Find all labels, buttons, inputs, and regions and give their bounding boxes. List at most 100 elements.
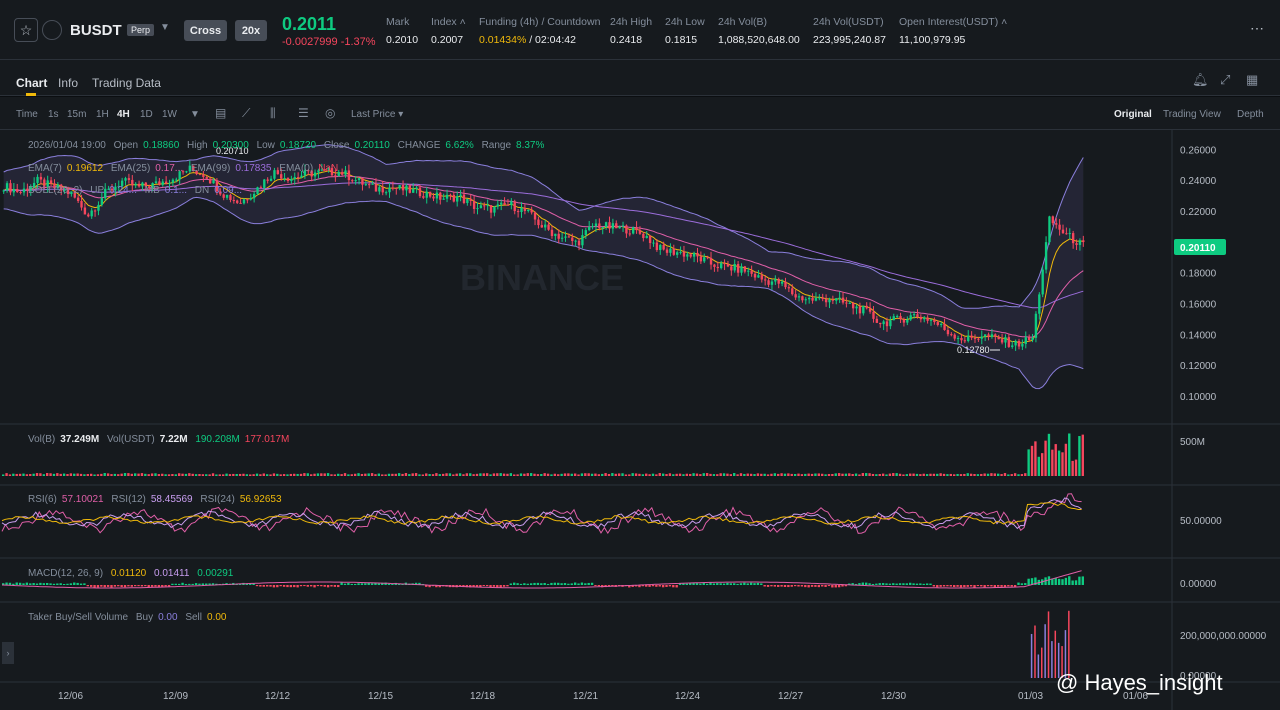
- volume-bar: [553, 473, 557, 476]
- indicator-icon[interactable]: ⟋: [242, 106, 251, 120]
- margin-mode-button[interactable]: Cross: [184, 20, 227, 41]
- volume-bar: [370, 473, 374, 476]
- candle-body: [503, 202, 506, 205]
- ohlc-legend: 2026/01/04 19:00 Open 0.18860 High 0.20300…: [28, 140, 545, 151]
- volume-bar: [682, 474, 685, 476]
- settings-icon[interactable]: ☰: [298, 106, 309, 120]
- stat-index[interactable]: Index ˄ 0.2007: [431, 16, 466, 46]
- time-axis-label: 12/15: [368, 691, 393, 702]
- volume-bar: [455, 473, 458, 476]
- tab-trading-data[interactable]: Trading Data: [92, 76, 161, 90]
- macd-bar: [631, 585, 634, 587]
- candle-body: [804, 299, 807, 301]
- interval-time[interactable]: Time: [16, 109, 38, 120]
- candle-body: [763, 279, 767, 281]
- crosshair-icon[interactable]: ◎: [325, 106, 336, 120]
- view-depth[interactable]: Depth: [1237, 109, 1264, 120]
- volume-bar: [712, 474, 716, 476]
- volume-bar: [353, 473, 357, 476]
- tab-chart[interactable]: Chart: [16, 76, 48, 90]
- stat-open-interest[interactable]: Open Interest(USDT) ˄ 11,100,979.95: [899, 16, 1008, 46]
- volume-bar: [147, 474, 150, 476]
- volume-bar: [726, 473, 729, 476]
- candle-body: [933, 319, 936, 323]
- macd-bar: [709, 582, 712, 585]
- volume-bar: [648, 474, 651, 476]
- symbol-name[interactable]: BUSDT: [70, 22, 122, 39]
- volume-bar: [980, 473, 983, 476]
- layout-grid-icon[interactable]: ▦: [1246, 72, 1259, 87]
- chart-area[interactable]: BINANCE 0.260000.240000.220000.200000.18…: [0, 130, 1280, 710]
- expand-panel-arrow-icon[interactable]: ›: [2, 642, 14, 664]
- macd-bar: [746, 583, 749, 585]
- macd-bar: [854, 583, 858, 585]
- volume-bar: [482, 473, 485, 476]
- candle-body: [195, 170, 198, 175]
- fullscreen-icon[interactable]: ⤢: [1220, 72, 1231, 87]
- candlesticks: [2, 160, 1085, 351]
- macd-bar: [323, 585, 326, 587]
- candle-body: [425, 191, 428, 198]
- view-trading-view[interactable]: Trading View: [1163, 109, 1221, 120]
- calendar-icon[interactable]: ▤: [215, 106, 227, 120]
- taker-volume-bars: 200,000,000.00000 0.00000: [1030, 610, 1267, 682]
- candle-body: [882, 321, 885, 325]
- volume-bar: [722, 473, 726, 476]
- interval-1d[interactable]: 1D: [140, 109, 153, 120]
- view-original[interactable]: Original: [1114, 109, 1152, 120]
- macd-bar: [1007, 585, 1010, 587]
- macd-bar: [743, 582, 746, 585]
- interval-1h[interactable]: 1H: [96, 109, 109, 120]
- price-chart[interactable]: BINANCE 0.260000.240000.220000.200000.18…: [0, 130, 1280, 710]
- symbol-dropdown-icon[interactable]: ▼: [160, 22, 170, 33]
- chart-type-icon[interactable]: ⫼: [270, 106, 276, 120]
- candle-body: [736, 263, 740, 273]
- volume-bar: [286, 474, 289, 476]
- volume-bar: [242, 473, 245, 476]
- macd-bar: [25, 582, 29, 585]
- last-price-select[interactable]: Last Price ▾: [351, 109, 404, 120]
- macd-bar: [428, 585, 431, 588]
- tab-info[interactable]: Info: [58, 76, 79, 90]
- volume-bar: [174, 474, 177, 476]
- interval-15m[interactable]: 15m: [67, 109, 87, 120]
- volume-bar: [661, 473, 665, 476]
- volume-bar: [462, 474, 465, 476]
- candle-body: [564, 236, 567, 238]
- candle-body: [148, 186, 151, 189]
- macd-bar: [296, 585, 299, 588]
- macd-bar: [181, 582, 184, 585]
- macd-bar: [645, 585, 648, 587]
- macd-bar: [865, 582, 868, 585]
- candle-body: [516, 211, 520, 213]
- volume-bar: [807, 473, 810, 476]
- macd-bar: [113, 585, 117, 587]
- volume-bar: [969, 473, 973, 476]
- leverage-button[interactable]: 20x: [235, 20, 267, 41]
- macd-bar: [533, 582, 536, 585]
- candle-body: [994, 334, 997, 337]
- coin-logo-icon: [42, 20, 62, 40]
- macd-bar: [800, 585, 804, 587]
- interval-dropdown-icon[interactable]: ▼: [190, 109, 200, 120]
- taker-bar: [1054, 630, 1057, 678]
- interval-1s[interactable]: 1s: [48, 109, 59, 120]
- candle-body: [682, 251, 686, 257]
- volume-bar: [570, 473, 573, 476]
- alert-bell-icon[interactable]: 🔔︎: [1192, 72, 1209, 87]
- volume-bar: [45, 473, 49, 476]
- interval-4h[interactable]: 4H: [117, 109, 130, 120]
- more-options-icon[interactable]: ⋯: [1250, 20, 1265, 36]
- macd-bar: [1030, 578, 1034, 585]
- candle-body: [344, 170, 347, 175]
- candle-body: [46, 180, 49, 187]
- favorite-star-icon[interactable]: ☆: [14, 18, 38, 42]
- candle-body: [215, 180, 219, 192]
- volume-bar: [638, 473, 641, 476]
- macd-bar: [682, 583, 685, 585]
- volume-bar: [577, 474, 580, 476]
- candle-body: [807, 297, 811, 300]
- interval-1w[interactable]: 1W: [162, 109, 177, 120]
- candle-body: [208, 178, 212, 184]
- volume-bar: [976, 474, 980, 476]
